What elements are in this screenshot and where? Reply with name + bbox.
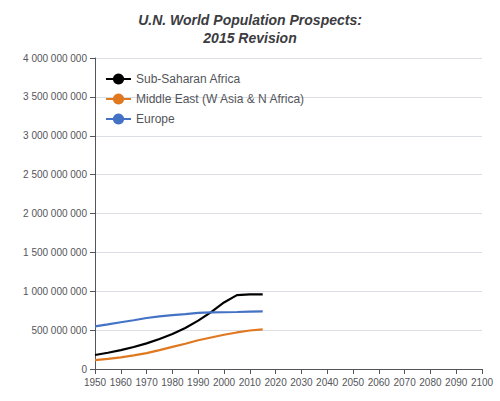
- svg-text:2 000 000 000: 2 000 000 000: [23, 208, 87, 219]
- svg-text:Middle East (W Asia & N Africa: Middle East (W Asia & N Africa): [136, 92, 304, 106]
- svg-text:1 500 000 000: 1 500 000 000: [23, 247, 87, 258]
- svg-text:2030: 2030: [290, 377, 313, 388]
- svg-text:2000: 2000: [213, 377, 236, 388]
- svg-text:1980: 1980: [161, 377, 184, 388]
- svg-text:4 000 000 000: 4 000 000 000: [23, 53, 87, 64]
- svg-text:1990: 1990: [187, 377, 210, 388]
- svg-text:2020: 2020: [264, 377, 287, 388]
- svg-text:1950: 1950: [84, 377, 107, 388]
- svg-text:3 000 000 000: 3 000 000 000: [23, 130, 87, 141]
- svg-text:2080: 2080: [419, 377, 442, 388]
- svg-text:1960: 1960: [110, 377, 133, 388]
- svg-text:2 500 000 000: 2 500 000 000: [23, 169, 87, 180]
- svg-text:2070: 2070: [393, 377, 416, 388]
- svg-text:2090: 2090: [445, 377, 468, 388]
- svg-text:1970: 1970: [135, 377, 158, 388]
- svg-text:3 500 000 000: 3 500 000 000: [23, 91, 87, 102]
- svg-text:2100: 2100: [471, 377, 494, 388]
- svg-text:Sub-Saharan Africa: Sub-Saharan Africa: [136, 72, 240, 86]
- svg-text:1 000 000 000: 1 000 000 000: [23, 286, 87, 297]
- svg-text:2050: 2050: [342, 377, 365, 388]
- svg-text:2010: 2010: [239, 377, 262, 388]
- svg-text:U.N. World Population Prospect: U.N. World Population Prospects:: [138, 12, 362, 28]
- svg-text:2040: 2040: [316, 377, 339, 388]
- svg-text:2015 Revision: 2015 Revision: [202, 30, 296, 46]
- svg-text:Europe: Europe: [136, 112, 175, 126]
- svg-text:500 000 000: 500 000 000: [31, 325, 87, 336]
- svg-text:0: 0: [81, 364, 87, 375]
- svg-text:2060: 2060: [368, 377, 391, 388]
